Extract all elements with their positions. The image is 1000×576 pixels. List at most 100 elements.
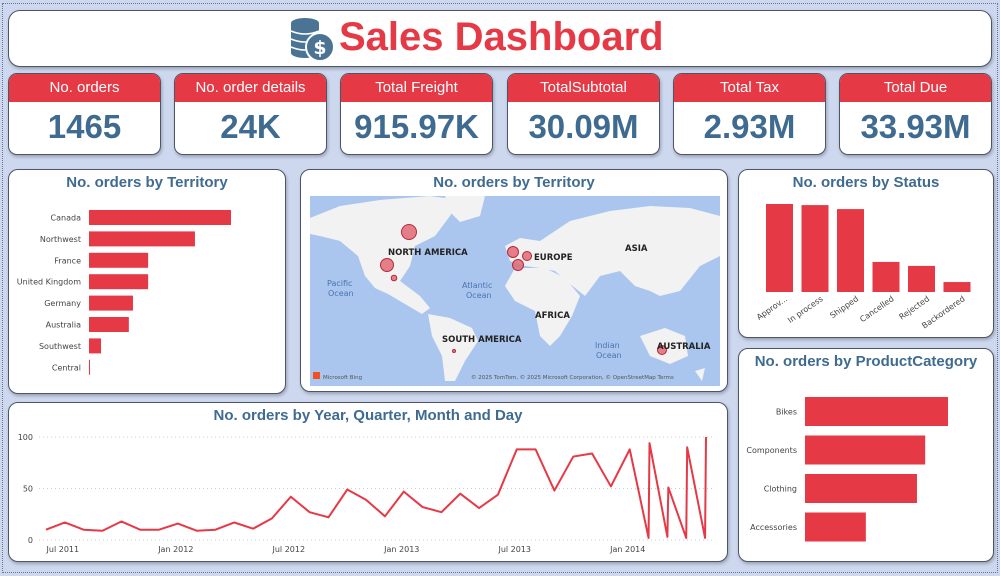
bar[interactable] bbox=[837, 209, 864, 292]
category-label: Rejected bbox=[897, 294, 931, 321]
label-australia: AUSTRALIA bbox=[657, 342, 711, 352]
label-atlantic-ocean: Ocean bbox=[466, 291, 492, 300]
kpi-card-orders: No. orders 1465 bbox=[8, 73, 161, 155]
status-bar-chart[interactable]: No. orders by Status Approv... In process… bbox=[738, 169, 994, 338]
coins-dollar-icon: $ bbox=[290, 18, 335, 62]
territory-map[interactable]: No. orders by Territory NORTH AMERICA EU… bbox=[300, 169, 728, 392]
map-attribution[interactable]: © 2025 TomTom, © 2025 Microsoft Corporat… bbox=[471, 374, 674, 381]
kpi-value: 2.93M bbox=[703, 108, 796, 145]
kpi-card-due: Total Due 33.93M bbox=[839, 73, 992, 155]
label-north-america: NORTH AMERICA bbox=[388, 248, 468, 258]
category-label: Clothing bbox=[764, 485, 797, 494]
bar[interactable] bbox=[89, 317, 129, 332]
label-africa: AFRICA bbox=[535, 311, 570, 321]
kpi-label: No. order details bbox=[175, 74, 326, 102]
kpi-label: Total Due bbox=[840, 74, 991, 102]
category-label: Cancelled bbox=[858, 294, 895, 324]
title-panel: $ Sales Dashboard bbox=[8, 10, 992, 67]
product-category-bar-chart[interactable]: No. orders by ProductCategory Bikes Compo… bbox=[738, 348, 994, 562]
map-land bbox=[310, 196, 720, 381]
bar[interactable] bbox=[89, 252, 149, 268]
bar[interactable] bbox=[89, 338, 102, 354]
series-line[interactable] bbox=[45, 436, 707, 539]
y-tick-label: 0 bbox=[28, 536, 33, 545]
bar[interactable] bbox=[89, 274, 149, 290]
bar[interactable] bbox=[89, 295, 133, 311]
label-south-america: SOUTH AMERICA bbox=[442, 335, 522, 345]
category-label: France bbox=[54, 256, 81, 265]
label-asia: ASIA bbox=[625, 244, 648, 254]
map-marker-australia[interactable] bbox=[657, 345, 667, 355]
y-tick-label: 100 bbox=[18, 433, 33, 442]
category-label: In process bbox=[786, 294, 825, 325]
microsoft-logo-icon bbox=[313, 372, 320, 379]
category-label: Approv... bbox=[755, 294, 789, 322]
bar[interactable] bbox=[805, 474, 917, 503]
x-tick-label: Jul 2013 bbox=[497, 545, 531, 554]
bar[interactable] bbox=[943, 282, 971, 292]
label-europe: EUROPE bbox=[534, 253, 573, 263]
label-atlantic: Atlantic bbox=[462, 281, 492, 290]
map-marker-canada[interactable] bbox=[401, 224, 417, 240]
x-tick-label: Jan 2013 bbox=[383, 545, 419, 554]
kpi-label: Total Freight bbox=[341, 74, 492, 102]
category-label: Southwest bbox=[39, 342, 81, 351]
category-label: Australia bbox=[46, 321, 81, 330]
kpi-value: 24K bbox=[220, 108, 281, 145]
chart-title: No. orders by Status bbox=[792, 174, 940, 191]
bar[interactable] bbox=[801, 205, 829, 292]
kpi-card-order-details: No. order details 24K bbox=[174, 73, 327, 155]
map-marker-central[interactable] bbox=[452, 349, 456, 353]
kpi-label: TotalSubtotal bbox=[508, 74, 659, 102]
kpi-card-subtotal: TotalSubtotal 30.09M bbox=[507, 73, 660, 155]
orders-line-chart[interactable]: No. orders by Year, Quarter, Month and D… bbox=[8, 402, 728, 562]
bar[interactable] bbox=[766, 204, 793, 292]
label-pacific-ocean: Ocean bbox=[328, 289, 354, 298]
kpi-label: No. orders bbox=[9, 74, 160, 102]
category-label: Northwest bbox=[40, 235, 81, 244]
category-label: Accessories bbox=[750, 523, 797, 532]
kpi-label: Total Tax bbox=[674, 74, 825, 102]
y-tick-label: 50 bbox=[23, 485, 33, 494]
category-label: Central bbox=[52, 363, 81, 372]
bar[interactable] bbox=[89, 231, 195, 247]
world-map[interactable]: NORTH AMERICA EUROPE ASIA AFRICA SOUTH A… bbox=[310, 196, 720, 386]
label-indian: Indian bbox=[595, 341, 620, 350]
category-label: Shipped bbox=[828, 294, 860, 320]
report-canvas bbox=[2, 3, 998, 573]
category-label: Components bbox=[746, 446, 797, 455]
chart-title: No. orders by Territory bbox=[433, 174, 595, 191]
x-tick-label: Jul 2011 bbox=[46, 545, 80, 554]
kpi-card-tax: Total Tax 2.93M bbox=[673, 73, 826, 155]
map-marker-northwest[interactable] bbox=[380, 258, 394, 272]
map-marker-germany[interactable] bbox=[522, 251, 532, 261]
dashboard-title: Sales Dashboard bbox=[339, 15, 664, 59]
bar[interactable] bbox=[805, 435, 926, 465]
category-label: United Kingdom bbox=[17, 278, 81, 287]
map-marker-united-kingdom[interactable] bbox=[507, 246, 519, 258]
bar[interactable] bbox=[805, 397, 948, 426]
bar[interactable] bbox=[805, 512, 866, 542]
category-label: Canada bbox=[51, 214, 82, 223]
bar[interactable] bbox=[89, 359, 90, 375]
kpi-value: 1465 bbox=[47, 108, 122, 145]
bar[interactable] bbox=[872, 261, 900, 292]
chart-title: No. orders by Territory bbox=[66, 174, 228, 191]
category-label: Germany bbox=[44, 299, 81, 308]
map-marker-southwest[interactable] bbox=[390, 274, 398, 282]
map-marker-france[interactable] bbox=[512, 259, 524, 271]
svg-text:$: $ bbox=[313, 37, 326, 59]
label-indian-ocean: Ocean bbox=[596, 351, 622, 360]
chart-title: No. orders by Year, Quarter, Month and D… bbox=[213, 407, 523, 424]
category-label: Bikes bbox=[776, 408, 797, 417]
chart-title: No. orders by ProductCategory bbox=[754, 353, 978, 370]
kpi-value: 30.09M bbox=[528, 108, 639, 145]
kpi-value: 33.93M bbox=[860, 108, 971, 145]
bar[interactable] bbox=[89, 210, 231, 225]
bar[interactable] bbox=[908, 265, 935, 292]
label-pacific: Pacific bbox=[327, 279, 352, 288]
map-brand: Microsoft Bing bbox=[323, 375, 362, 381]
x-tick-label: Jan 2014 bbox=[609, 545, 645, 554]
x-tick-label: Jan 2012 bbox=[157, 545, 193, 554]
territory-bar-chart[interactable]: No. orders by Territory Canada Northwest F… bbox=[8, 169, 286, 394]
